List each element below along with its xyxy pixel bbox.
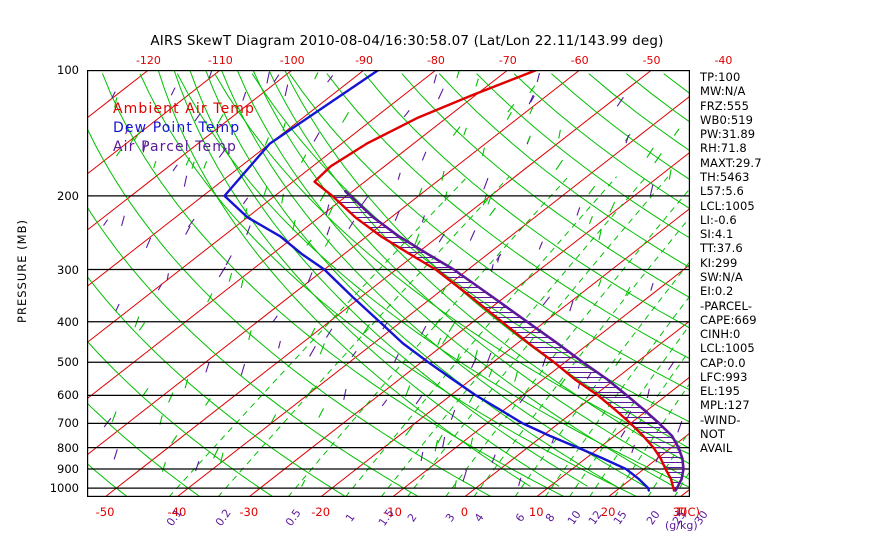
parameter-item: KI:299: [700, 256, 865, 270]
pressure-tick: 1000: [50, 481, 79, 495]
top-temp-tick: -70: [499, 54, 517, 67]
parameter-item: L57:5.6: [700, 184, 865, 198]
pressure-tick: 700: [57, 416, 79, 430]
parameter-item: LI:-0.6: [700, 213, 865, 227]
top-temp-tick: -80: [427, 54, 445, 67]
parameter-item: AVAIL: [700, 441, 865, 455]
parameter-item: RH:71.8: [700, 141, 865, 155]
parameter-item: TP:100: [700, 70, 865, 84]
mixing-ratio-tick: 6: [513, 511, 528, 524]
legend-item-dewpoint: Dew Point Temp: [113, 119, 255, 138]
legend: Ambient Air Temp Dew Point Temp Air Parc…: [113, 100, 255, 157]
parameter-item: SW:N/A: [700, 270, 865, 284]
parameter-item: MPL:127: [700, 398, 865, 412]
pressure-tick: 200: [57, 189, 79, 203]
top-temp-tick: -60: [571, 54, 589, 67]
temperature-unit-label: T(C): [676, 505, 700, 519]
mixing-ratio-tick: 4: [472, 511, 487, 524]
parameter-section-header: -WIND-: [700, 413, 865, 427]
mixing-ratio-tick: 1: [343, 511, 358, 524]
parameter-item: EI:0.2: [700, 284, 865, 298]
parameter-item: MAXT:29.7: [700, 156, 865, 170]
parameter-item: FRZ:555: [700, 99, 865, 113]
parameter-item: CAPE:669: [700, 313, 865, 327]
top-temperature-axis: -120-110-100-90-80-70-60-50-40: [87, 54, 690, 68]
pressure-tick: 300: [57, 263, 79, 277]
parameter-item: LCL:1005: [700, 199, 865, 213]
mixing-ratio-tick: 8: [543, 511, 558, 524]
pressure-tick: 400: [57, 315, 79, 329]
parameter-item: CAP:0.0: [700, 356, 865, 370]
page-title: AIRS SkewT Diagram 2010-08-04/16:30:58.0…: [87, 33, 727, 49]
pressure-axis: 1002003004005006007008009001000: [0, 70, 83, 497]
parameter-item: NOT: [700, 427, 865, 441]
top-temp-tick: -40: [714, 54, 732, 67]
parameter-section-header: -PARCEL-: [700, 299, 865, 313]
parameter-item: LFC:993: [700, 370, 865, 384]
parameter-item: WB0:519: [700, 113, 865, 127]
mixing-ratio-unit-label: (g/kg): [665, 519, 698, 532]
top-temp-tick: -50: [643, 54, 661, 67]
pressure-tick: 900: [57, 462, 79, 476]
pressure-tick: 100: [57, 63, 79, 77]
parameter-item: MW:N/A: [700, 84, 865, 98]
parameter-item: EL:195: [700, 384, 865, 398]
top-temp-tick: -100: [280, 54, 305, 67]
pressure-tick: 800: [57, 441, 79, 455]
mixing-ratio-tick: 2: [405, 511, 420, 524]
parameter-item: PW:31.89: [700, 127, 865, 141]
parameter-item: SI:4.1: [700, 227, 865, 241]
pressure-axis-label: PRESSURE (MB): [15, 216, 29, 326]
mixing-ratio-axis: 0.10.20.511.523468101215202530: [87, 514, 690, 544]
pressure-tick: 600: [57, 388, 79, 402]
parameter-item: CINH:0: [700, 327, 865, 341]
top-temp-tick: -120: [136, 54, 161, 67]
top-temp-tick: -90: [355, 54, 373, 67]
legend-item-ambient: Ambient Air Temp: [113, 100, 255, 119]
parameter-item: TH:5463: [700, 170, 865, 184]
mixing-ratio-tick: 3: [443, 511, 458, 524]
parameter-list: TP:100MW:N/AFRZ:555WB0:519PW:31.89RH:71.…: [700, 70, 865, 456]
top-temp-tick: -110: [208, 54, 233, 67]
parameter-item: TT:37.6: [700, 241, 865, 255]
legend-item-parcel: Air Parcel Temp: [113, 138, 255, 157]
pressure-tick: 500: [57, 355, 79, 369]
parameter-item: LCL:1005: [700, 341, 865, 355]
